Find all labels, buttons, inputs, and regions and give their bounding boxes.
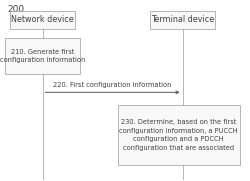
FancyBboxPatch shape <box>5 38 80 74</box>
Text: 200: 200 <box>8 5 24 14</box>
Text: Network device: Network device <box>11 15 74 24</box>
Text: 230. Determine, based on the first
configuration information, a PUCCH
configurat: 230. Determine, based on the first confi… <box>120 119 238 151</box>
FancyBboxPatch shape <box>118 105 240 165</box>
FancyBboxPatch shape <box>10 11 75 29</box>
FancyBboxPatch shape <box>150 11 215 29</box>
Text: Terminal device: Terminal device <box>151 15 214 24</box>
Text: 220. First configuration information: 220. First configuration information <box>52 82 171 88</box>
Text: 210. Generate first
configuration information: 210. Generate first configuration inform… <box>0 49 85 63</box>
